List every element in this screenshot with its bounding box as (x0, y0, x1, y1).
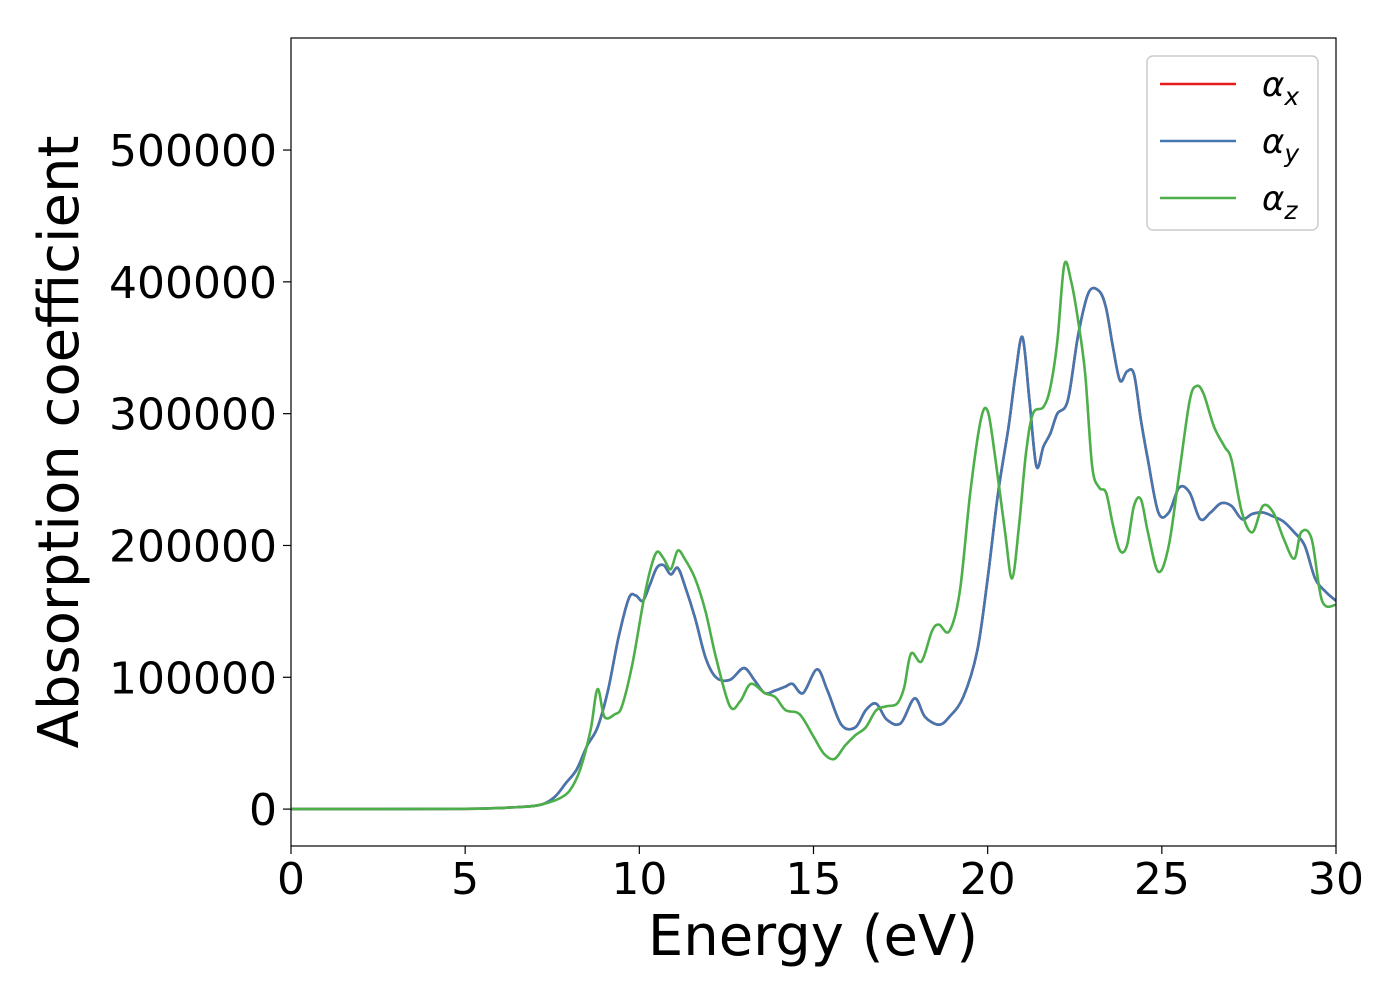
y-axis-title: Absorption coefficient (27, 136, 92, 749)
y-axis-ticks: 0 100000 200000 300000 400000 500000 (109, 126, 291, 836)
x-tick-label: 15 (786, 854, 842, 905)
y-tick-label: 100000 (109, 653, 277, 704)
legend-box (1146, 55, 1319, 231)
y-tick-label: 400000 (109, 258, 277, 309)
x-tick-label: 20 (960, 854, 1016, 905)
y-tick-label: 300000 (109, 390, 277, 441)
x-axis-ticks: 0 5 10 15 20 25 30 (277, 846, 1364, 905)
series-line-x (291, 286, 1336, 811)
x-tick-label: 5 (451, 854, 479, 905)
legend: αx αy αz (1146, 55, 1319, 231)
y-tick-label: 0 (249, 785, 277, 836)
x-tick-label: 0 (277, 854, 305, 905)
x-axis-title: Energy (eV) (648, 904, 978, 969)
legend-label-x: αx (1262, 65, 1299, 111)
x-tick-label: 25 (1134, 854, 1190, 905)
plot-lines (291, 260, 1336, 811)
y-tick-label: 200000 (109, 521, 277, 572)
x-tick-label: 30 (1308, 854, 1364, 905)
legend-label-y: αy (1262, 122, 1300, 168)
series-line-z (291, 260, 1336, 811)
series-line-y (291, 286, 1336, 811)
y-tick-label: 500000 (109, 126, 277, 177)
x-tick-label: 10 (611, 854, 667, 905)
legend-label-z: αz (1262, 179, 1298, 225)
